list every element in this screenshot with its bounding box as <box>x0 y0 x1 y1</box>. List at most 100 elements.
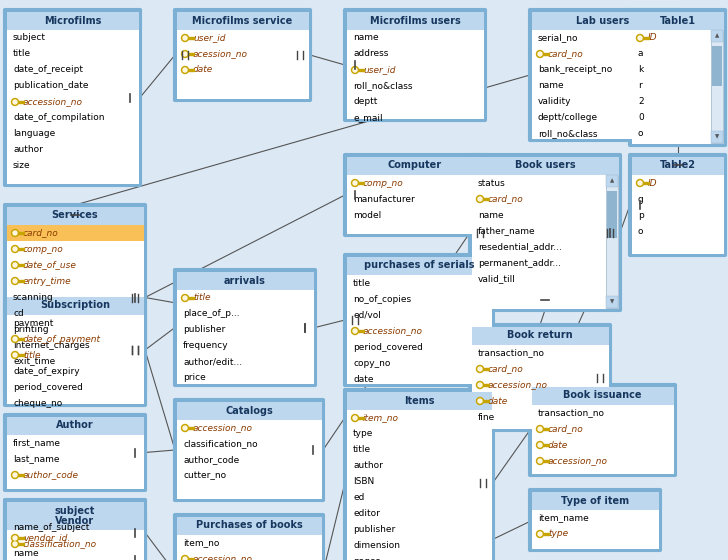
FancyBboxPatch shape <box>344 389 494 560</box>
Bar <box>643 37 649 39</box>
Circle shape <box>538 443 542 447</box>
Bar <box>17 101 23 103</box>
Bar <box>347 256 491 274</box>
Text: Microfilms: Microfilms <box>44 16 101 26</box>
Text: date: date <box>488 396 508 405</box>
Circle shape <box>478 197 482 201</box>
Text: Microfilms service: Microfilms service <box>192 16 293 26</box>
Text: Type of item: Type of item <box>561 496 629 506</box>
Bar <box>347 409 491 560</box>
Circle shape <box>13 231 17 235</box>
Circle shape <box>13 473 17 477</box>
Bar <box>472 175 619 309</box>
Bar <box>607 191 617 237</box>
Bar <box>631 30 724 143</box>
Text: Book users: Book users <box>515 161 575 170</box>
Circle shape <box>352 67 358 73</box>
Bar <box>7 12 138 30</box>
Bar <box>7 207 143 225</box>
Circle shape <box>477 398 483 404</box>
Bar <box>176 290 314 384</box>
FancyBboxPatch shape <box>4 498 146 560</box>
Text: card_no: card_no <box>548 424 584 433</box>
Circle shape <box>181 295 189 301</box>
Circle shape <box>477 381 483 389</box>
Bar <box>347 156 483 175</box>
Bar <box>472 326 609 344</box>
Text: Purchases of books: Purchases of books <box>196 520 302 530</box>
Bar <box>483 368 488 370</box>
Text: item_no: item_no <box>363 413 399 422</box>
Bar <box>188 69 194 71</box>
Text: publisher: publisher <box>183 325 225 334</box>
Bar <box>17 232 23 234</box>
Text: scanning: scanning <box>13 292 54 301</box>
Circle shape <box>352 328 358 334</box>
Text: Catalogs: Catalogs <box>225 405 273 416</box>
Text: acession_no: acession_no <box>193 49 248 58</box>
Circle shape <box>183 36 187 40</box>
Circle shape <box>353 181 357 185</box>
Text: period_covered: period_covered <box>353 343 423 352</box>
Text: author_code: author_code <box>23 470 79 479</box>
Text: bank_receipt_no: bank_receipt_no <box>538 66 612 74</box>
Circle shape <box>638 181 642 185</box>
Bar <box>7 530 143 560</box>
Text: 2: 2 <box>638 97 644 106</box>
Bar <box>643 182 649 184</box>
Bar <box>472 344 609 428</box>
Bar <box>542 533 548 535</box>
FancyBboxPatch shape <box>4 293 146 407</box>
Text: deptt/college: deptt/college <box>538 114 598 123</box>
Circle shape <box>183 68 187 72</box>
FancyBboxPatch shape <box>529 488 662 552</box>
Text: author: author <box>353 461 383 470</box>
Circle shape <box>183 426 187 430</box>
Text: exit_time: exit_time <box>13 357 55 366</box>
Text: o: o <box>638 226 644 236</box>
Text: Subscription: Subscription <box>40 301 110 310</box>
Text: date_of_expiry: date_of_expiry <box>13 366 79 376</box>
Bar <box>606 175 618 308</box>
Text: serial_no: serial_no <box>538 34 579 43</box>
Text: last_name: last_name <box>13 455 60 464</box>
FancyBboxPatch shape <box>344 153 486 236</box>
Text: resedential_addr...: resedential_addr... <box>478 242 562 251</box>
Bar <box>7 502 143 520</box>
Bar <box>347 391 491 409</box>
Text: purchases of serials: purchases of serials <box>364 260 474 270</box>
Text: user_id: user_id <box>193 34 226 43</box>
Bar <box>176 419 322 498</box>
FancyBboxPatch shape <box>344 254 494 386</box>
Text: author: author <box>13 146 43 155</box>
Text: date: date <box>353 375 373 384</box>
Circle shape <box>13 536 17 540</box>
Bar <box>17 543 23 545</box>
Bar <box>531 386 673 404</box>
Text: ed/vol: ed/vol <box>353 310 381 320</box>
Circle shape <box>12 245 18 253</box>
Bar <box>347 12 483 30</box>
Text: title: title <box>193 293 210 302</box>
Circle shape <box>636 180 644 186</box>
Text: item_no: item_no <box>183 539 219 548</box>
Text: editor: editor <box>353 510 380 519</box>
Circle shape <box>12 540 18 548</box>
Text: card_no: card_no <box>23 228 59 237</box>
Text: cd: cd <box>13 309 24 318</box>
Circle shape <box>181 50 189 58</box>
Circle shape <box>183 296 187 300</box>
Bar <box>17 248 23 250</box>
FancyBboxPatch shape <box>4 203 146 391</box>
Text: entry_time: entry_time <box>23 277 71 286</box>
Text: ▲: ▲ <box>715 34 719 39</box>
Circle shape <box>538 532 542 536</box>
Text: ed: ed <box>353 493 365 502</box>
Circle shape <box>13 263 17 267</box>
Text: language: language <box>13 129 55 138</box>
Bar <box>357 69 363 71</box>
Text: pages: pages <box>353 558 380 560</box>
Circle shape <box>478 399 482 403</box>
Circle shape <box>13 542 17 546</box>
Circle shape <box>478 367 482 371</box>
